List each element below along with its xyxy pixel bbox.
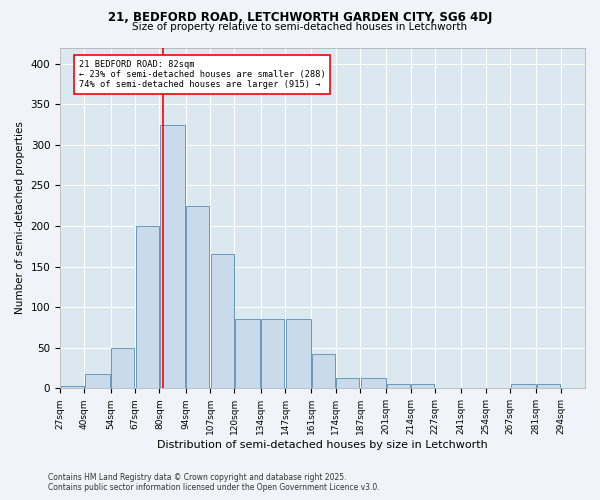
Text: Contains HM Land Registry data © Crown copyright and database right 2025.
Contai: Contains HM Land Registry data © Crown c… <box>48 473 380 492</box>
Bar <box>387 384 410 388</box>
Y-axis label: Number of semi-detached properties: Number of semi-detached properties <box>15 122 25 314</box>
Bar <box>286 320 311 388</box>
Bar <box>235 320 260 388</box>
Bar <box>112 348 134 389</box>
Bar <box>211 254 233 388</box>
Bar <box>412 384 434 388</box>
Bar <box>312 354 335 388</box>
Text: Size of property relative to semi-detached houses in Letchworth: Size of property relative to semi-detach… <box>133 22 467 32</box>
Bar <box>262 320 284 388</box>
Bar <box>511 384 536 388</box>
Bar <box>537 384 560 388</box>
X-axis label: Distribution of semi-detached houses by size in Letchworth: Distribution of semi-detached houses by … <box>157 440 488 450</box>
Bar <box>187 206 209 388</box>
Bar <box>337 378 359 388</box>
Bar <box>61 386 83 388</box>
Bar <box>160 124 185 388</box>
Bar <box>361 378 386 388</box>
Bar <box>136 226 158 388</box>
Bar <box>85 374 110 388</box>
Text: 21, BEDFORD ROAD, LETCHWORTH GARDEN CITY, SG6 4DJ: 21, BEDFORD ROAD, LETCHWORTH GARDEN CITY… <box>108 11 492 24</box>
Text: 21 BEDFORD ROAD: 82sqm
← 23% of semi-detached houses are smaller (288)
74% of se: 21 BEDFORD ROAD: 82sqm ← 23% of semi-det… <box>79 60 326 90</box>
